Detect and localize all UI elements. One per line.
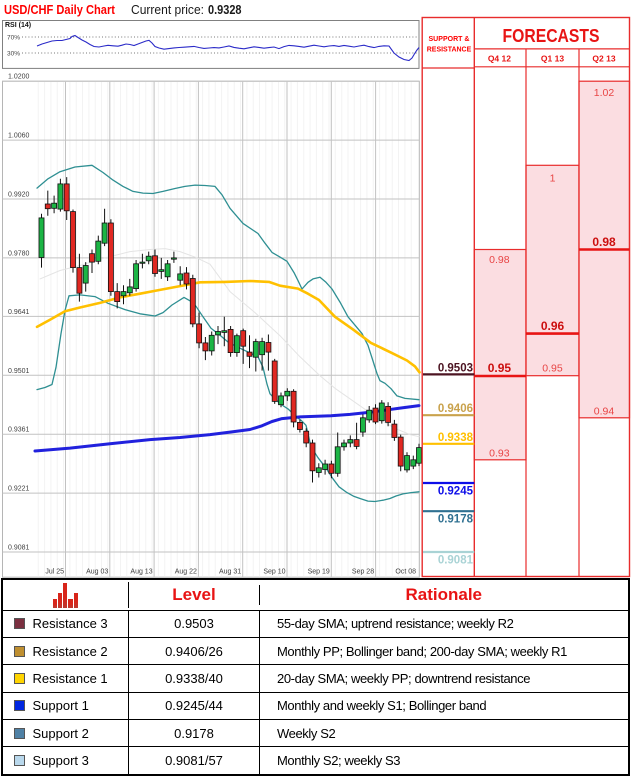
svg-text:Q4 12: Q4 12 [488, 54, 511, 64]
svg-text:30%: 30% [7, 51, 20, 58]
svg-text:Sep 28: Sep 28 [352, 569, 374, 576]
svg-text:0.93: 0.93 [489, 447, 510, 459]
svg-text:Q1 13: Q1 13 [541, 54, 564, 64]
svg-text:0.95: 0.95 [542, 363, 563, 375]
svg-text:0.9328: 0.9328 [208, 2, 242, 17]
svg-text:0.9338: 0.9338 [438, 432, 474, 444]
svg-text:0.9501: 0.9501 [8, 368, 30, 375]
svg-text:1: 1 [550, 172, 556, 184]
svg-text:0.9221: 0.9221 [8, 486, 30, 493]
svg-text:1.0060: 1.0060 [8, 133, 30, 140]
svg-text:Aug 03: Aug 03 [86, 569, 108, 576]
svg-text:Aug 22: Aug 22 [175, 569, 197, 576]
svg-text:70%: 70% [7, 35, 20, 42]
svg-text:Aug 13: Aug 13 [130, 569, 152, 576]
svg-text:0.9081: 0.9081 [8, 545, 30, 552]
svg-text:0.98: 0.98 [592, 235, 616, 249]
svg-text:0.9503: 0.9503 [438, 362, 473, 374]
svg-text:USD/CHF Daily Chart: USD/CHF Daily Chart [4, 2, 116, 17]
svg-text:0.9245: 0.9245 [438, 486, 474, 498]
svg-text:0.95: 0.95 [488, 361, 512, 375]
svg-text:0.9780: 0.9780 [8, 250, 30, 257]
svg-text:0.9920: 0.9920 [8, 192, 30, 199]
svg-text:0.9361: 0.9361 [8, 427, 30, 434]
svg-text:0.94: 0.94 [594, 405, 615, 417]
svg-text:SUPPORT &: SUPPORT & [429, 34, 471, 43]
svg-text:Jul 25: Jul 25 [45, 569, 64, 576]
svg-text:0.9406: 0.9406 [438, 403, 473, 415]
svg-text:Sep 10: Sep 10 [263, 569, 285, 576]
svg-text:RSI (14): RSI (14) [5, 22, 31, 29]
svg-text:RESISTANCE: RESISTANCE [427, 45, 472, 54]
svg-text:1.0200: 1.0200 [8, 74, 30, 81]
svg-text:Aug 31: Aug 31 [219, 569, 241, 576]
svg-text:Oct 08: Oct 08 [395, 569, 416, 576]
svg-text:Current price:: Current price: [131, 2, 204, 17]
svg-text:Sep 19: Sep 19 [308, 569, 330, 576]
svg-text:0.98: 0.98 [489, 254, 510, 266]
svg-text:1.02: 1.02 [594, 87, 615, 99]
svg-text:Q2 13: Q2 13 [592, 54, 615, 64]
svg-text:0.9081: 0.9081 [438, 555, 474, 567]
svg-text:0.96: 0.96 [541, 319, 565, 333]
svg-text:FORECASTS: FORECASTS [503, 26, 600, 46]
svg-text:0.9178: 0.9178 [438, 514, 474, 526]
svg-text:0.9641: 0.9641 [8, 309, 30, 316]
